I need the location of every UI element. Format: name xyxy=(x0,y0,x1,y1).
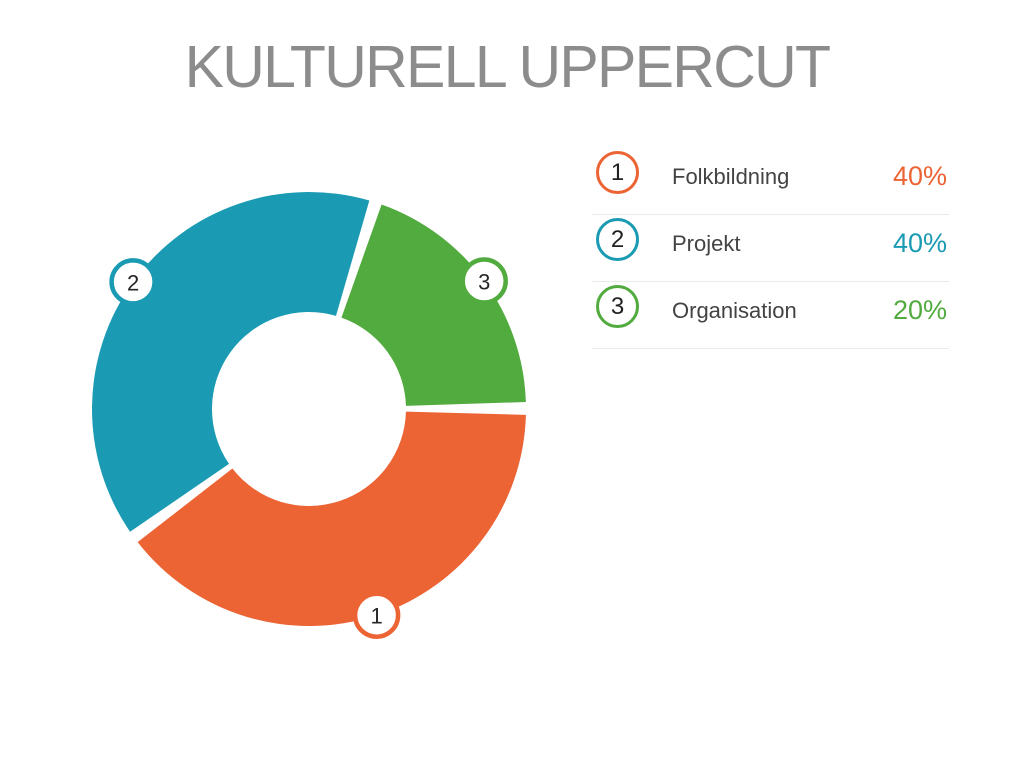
svg-text:3: 3 xyxy=(478,270,490,295)
svg-text:1: 1 xyxy=(370,604,382,629)
svg-text:2: 2 xyxy=(127,271,139,296)
